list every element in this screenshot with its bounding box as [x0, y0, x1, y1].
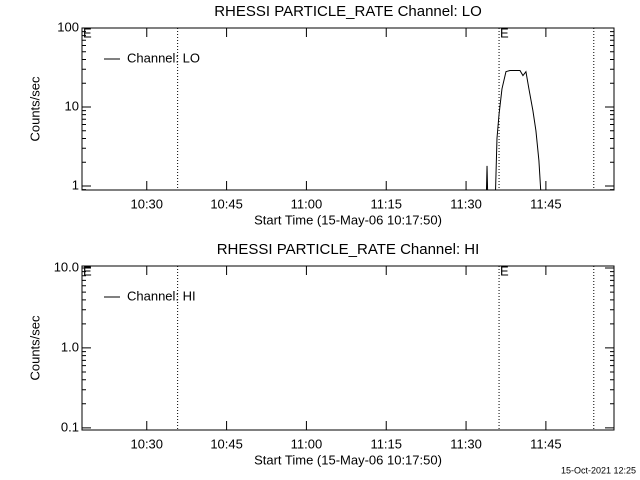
- x-tick-label: 10:45: [210, 436, 243, 451]
- x-tick-label: 11:00: [291, 436, 323, 451]
- x-tick-label: 11:15: [370, 436, 402, 451]
- annotation: E: [500, 263, 509, 278]
- annotation: E: [83, 25, 92, 40]
- x-tick-label: 11:30: [450, 196, 482, 211]
- y-tick-label: 0.1: [61, 419, 79, 434]
- chart-title: RHESSI PARTICLE_RATE Channel: LO: [214, 3, 482, 20]
- y-tick-label: 10: [65, 98, 79, 113]
- data-line: [485, 69, 542, 190]
- chart-title: RHESSI PARTICLE_RATE Channel: HI: [217, 241, 480, 258]
- annotation: E: [83, 263, 92, 278]
- x-tick-label: 10:30: [130, 196, 163, 211]
- x-tick-label: 11:15: [370, 196, 402, 211]
- footer: 15-Oct-2021 12:25: [561, 465, 636, 475]
- legend-label: Channel: LO: [127, 50, 200, 65]
- x-tick-label: 10:45: [210, 196, 243, 211]
- y-tick-label: 10.0: [54, 259, 79, 274]
- y-axis-label: Counts/sec: [27, 76, 42, 142]
- plot-frame: [81, 27, 615, 191]
- x-tick-label: 10:30: [130, 436, 163, 451]
- x-tick-label: 11:00: [291, 196, 323, 211]
- x-axis-label: Start Time (15-May-06 10:17:50): [254, 212, 442, 227]
- x-axis-label: Start Time (15-May-06 10:17:50): [254, 452, 442, 467]
- y-tick-label: 1.0: [61, 339, 79, 354]
- x-tick-label: 11:30: [450, 436, 482, 451]
- x-tick-label: 11:45: [530, 196, 562, 211]
- annotation: E: [500, 25, 509, 40]
- legend-label: Channel: HI: [127, 288, 196, 303]
- y-axis-label: Counts/sec: [27, 315, 42, 381]
- y-tick-label: 100: [57, 19, 79, 34]
- y-tick-label: 1: [72, 177, 79, 192]
- x-tick-label: 11:45: [530, 436, 562, 451]
